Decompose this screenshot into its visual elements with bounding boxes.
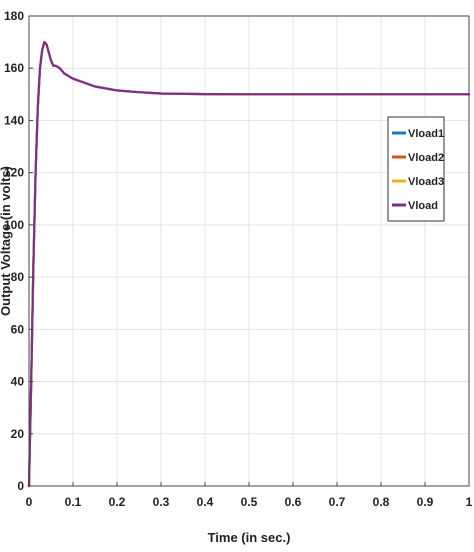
y-tick-label: 120 xyxy=(4,166,24,180)
x-tick-label: 0.3 xyxy=(153,495,170,509)
series-lines xyxy=(27,40,471,488)
y-tick-label: 160 xyxy=(4,61,24,75)
legend-label: Vload2 xyxy=(408,152,444,164)
x-tick-label: 0.2 xyxy=(109,495,126,509)
y-tick-label: 20 xyxy=(11,427,25,441)
legend-label: Vload3 xyxy=(408,176,444,188)
x-tick-label: 0.1 xyxy=(65,495,82,509)
x-tick-label: 1 xyxy=(466,495,473,509)
y-tick-label: 60 xyxy=(11,322,25,336)
x-axis-title: Time (in sec.) xyxy=(208,530,291,545)
legend-label: Vload xyxy=(408,200,438,212)
y-tick-label: 100 xyxy=(4,218,24,232)
y-tick-label: 40 xyxy=(11,375,25,389)
y-tick-label: 140 xyxy=(4,113,24,127)
x-tick-label: 0.6 xyxy=(285,495,302,509)
y-tick-label: 0 xyxy=(17,479,24,493)
legend-label: Vload1 xyxy=(408,128,444,140)
y-tick-label: 180 xyxy=(4,9,24,23)
axis-ticks: 0 0.1 0.2 0.3 0.4 0.5 0.6 0.7 0.8 0.9 1 0 20 40 60 80 10… xyxy=(4,9,473,509)
x-tick-label: 0.7 xyxy=(329,495,346,509)
legend: Vload1 Vload2 Vload3 Vload xyxy=(387,116,445,222)
x-tick-label: 0.4 xyxy=(197,495,214,509)
x-tick-label: 0.9 xyxy=(417,495,434,509)
x-tick-label: 0.5 xyxy=(241,495,258,509)
series-line-vload xyxy=(27,40,471,488)
x-tick-label: 0.8 xyxy=(373,495,390,509)
x-tick-label: 0 xyxy=(26,495,33,509)
y-tick-label: 80 xyxy=(11,270,25,284)
y-axis-title: Output Voltage (in volts) xyxy=(0,166,13,316)
